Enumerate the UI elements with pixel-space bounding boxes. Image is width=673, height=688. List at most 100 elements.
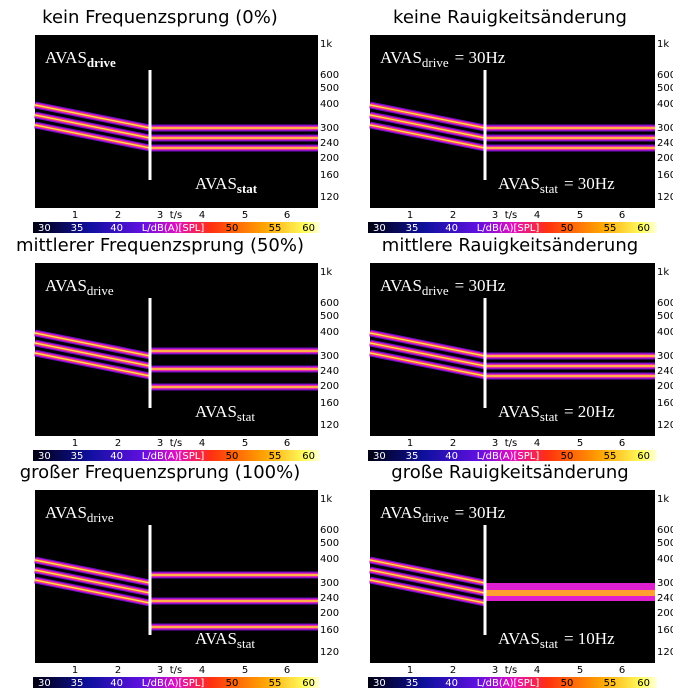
x-tick-label: t/s [170,438,183,449]
x-tick-label: 2 [115,438,121,449]
y-tick-label: 500 [657,311,673,322]
colorbar-label: 40 [445,451,458,462]
y-tick-label: 200 [320,153,339,164]
annotation-suffix: = 30Hz [455,503,506,522]
spectral-trace [34,569,151,594]
annotation-suffix: = 10Hz [564,629,615,648]
spectral-trace [369,104,486,129]
colorbar-label: 30 [373,678,386,688]
x-tick-label: t/s [505,438,518,449]
annotation: AVASstat = 30Hz [498,174,615,196]
x-tick-label: 3 [492,665,498,676]
panel-title: mittlere Rauigkeitsänderung [382,235,638,256]
y-tick-label: 300 [657,123,673,134]
x-tick-label: 2 [450,438,456,449]
y-tick-label: 300 [320,351,339,362]
y-tick-label: 200 [320,381,339,392]
panel-title: keine Rauigkeitsänderung [393,7,627,28]
annotation: AVASdrive [45,503,114,525]
colorbar-label: 55 [269,223,282,234]
annotation-text: AVAS [498,629,540,648]
colorbar-label: 55 [604,451,617,462]
spectral-trace [34,124,151,149]
colorbar-label: 30 [38,223,51,234]
colorbar-label: 60 [637,223,650,234]
y-tick-label: 240 [657,366,673,377]
x-tick-label: 4 [199,665,205,676]
x-tick-label: 4 [534,210,540,221]
annotation-sub: stat [540,636,558,651]
y-tick-label: 240 [657,593,673,604]
y-tick-label: 600 [657,298,673,309]
y-tick-label: 200 [657,153,673,164]
colorbar-label: 30 [373,223,386,234]
y-tick-label: 500 [657,83,673,94]
y-tick-label: 500 [320,311,339,322]
spectral-trace [34,579,151,604]
y-tick-label: 600 [320,70,339,81]
panel-title: großer Frequenzsprung (100%) [20,462,301,483]
annotation-sub: drive [422,510,449,525]
annotation-sub: stat [540,409,558,424]
x-tick-label: 2 [450,210,456,221]
colorbar [368,222,657,233]
colorbar-label: 30 [373,451,386,462]
y-tick-label: 600 [657,525,673,536]
y-tick-label: 160 [657,398,673,409]
annotation-sub: drive [87,55,116,70]
y-tick-label: 120 [657,420,673,431]
annotation-sub: drive [87,510,114,525]
annotation-text: AVAS [45,48,87,67]
colorbar-label: 60 [302,451,315,462]
y-tick-label: 600 [657,70,673,81]
annotation-text: AVAS [45,503,87,522]
annotation-suffix: = 30Hz [564,174,615,193]
y-tick-label: 160 [657,170,673,181]
annotation-sub: drive [87,283,114,298]
spectral-trace [34,342,151,367]
annotation-text: AVAS [380,276,422,295]
annotation-sub: drive [422,283,449,298]
x-tick-label: 6 [619,438,625,449]
colorbar-label: L/dB(A)[SPL] [142,678,205,688]
y-tick-label: 160 [657,625,673,636]
y-tick-label: 400 [657,99,673,110]
x-tick-label: 5 [242,438,248,449]
colorbar [368,450,657,461]
colorbar-label: L/dB(A)[SPL] [142,451,205,462]
colorbar-label: 50 [561,678,574,688]
y-tick-label: 1k [657,267,669,278]
colorbar-label: 30 [38,678,51,688]
x-tick-label: 4 [534,665,540,676]
colorbar-label: L/dB(A)[SPL] [477,451,540,462]
annotation-text: AVAS [45,276,87,295]
y-tick-label: 120 [320,420,339,431]
y-tick-label: 200 [320,608,339,619]
spectral-trace [369,342,486,367]
y-tick-label: 120 [657,647,673,658]
annotation: AVASdrive = 30Hz [380,503,506,525]
y-tick-label: 300 [657,351,673,362]
annotation-text: AVAS [498,402,540,421]
x-tick-label: 5 [242,665,248,676]
y-tick-label: 1k [320,39,332,50]
x-tick-label: 2 [115,210,121,221]
annotation-suffix: = 20Hz [564,402,615,421]
x-tick-label: 1 [72,210,78,221]
panel-title: große Rauigkeitsänderung [391,462,628,483]
annotation-text: AVAS [380,48,422,67]
spectral-trace [369,114,486,139]
y-tick-label: 240 [320,593,339,604]
colorbar-label: L/dB(A)[SPL] [142,223,205,234]
colorbar-label: 40 [110,451,123,462]
colorbar [33,222,320,233]
x-tick-label: 5 [577,438,583,449]
annotation-text: AVAS [195,402,237,421]
colorbar-label: 60 [637,451,650,462]
y-tick-label: 400 [320,99,339,110]
y-tick-label: 160 [320,398,339,409]
y-tick-label: 1k [320,494,332,505]
annotation: AVASstat [195,402,255,424]
x-tick-label: 3 [492,438,498,449]
